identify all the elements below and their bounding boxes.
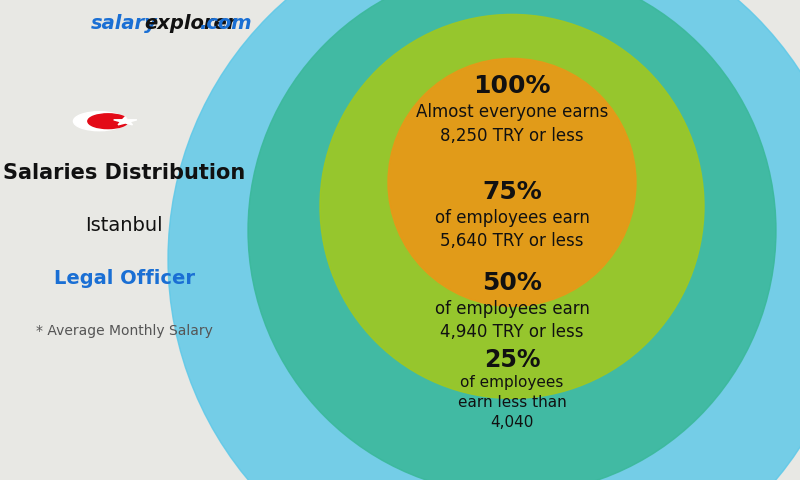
- Text: of employees earn
5,640 TRY or less: of employees earn 5,640 TRY or less: [434, 209, 590, 250]
- Polygon shape: [114, 117, 137, 125]
- Text: Legal Officer: Legal Officer: [54, 269, 194, 288]
- Ellipse shape: [320, 14, 704, 398]
- Text: explorer: explorer: [145, 14, 237, 34]
- Text: 100%: 100%: [474, 74, 550, 98]
- Text: 25%: 25%: [484, 348, 540, 372]
- Ellipse shape: [168, 0, 800, 480]
- Circle shape: [74, 112, 126, 131]
- Text: Almost everyone earns
8,250 TRY or less: Almost everyone earns 8,250 TRY or less: [416, 103, 608, 144]
- Text: salary: salary: [90, 14, 158, 34]
- Ellipse shape: [248, 0, 776, 480]
- Circle shape: [88, 114, 128, 129]
- Text: of employees earn
4,940 TRY or less: of employees earn 4,940 TRY or less: [434, 300, 590, 341]
- Text: Salaries Distribution: Salaries Distribution: [3, 163, 245, 183]
- Text: 75%: 75%: [482, 180, 542, 204]
- Text: .com: .com: [199, 14, 251, 34]
- Text: 50%: 50%: [482, 271, 542, 295]
- Ellipse shape: [388, 59, 636, 306]
- Text: Istanbul: Istanbul: [85, 216, 163, 235]
- Text: of employees
earn less than
4,040: of employees earn less than 4,040: [458, 375, 566, 430]
- Text: * Average Monthly Salary: * Average Monthly Salary: [35, 324, 213, 338]
